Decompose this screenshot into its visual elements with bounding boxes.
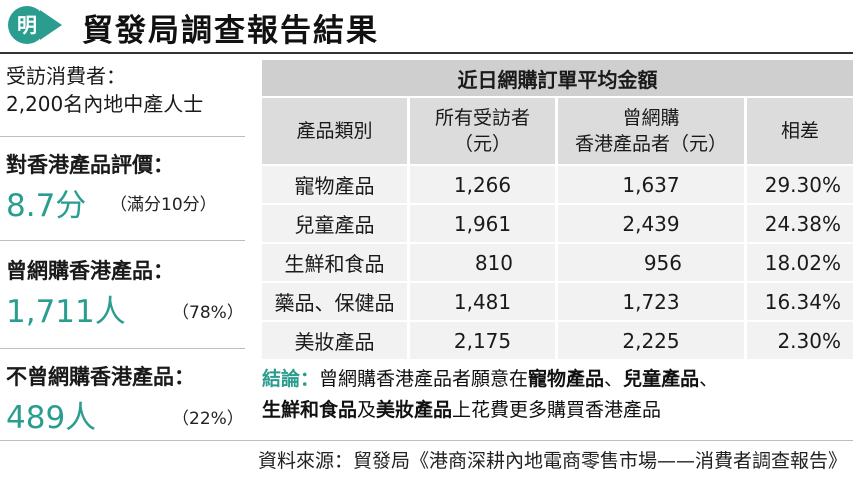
cell-hk: 956 (558, 242, 747, 281)
page-title: 貿發局調查報告結果 (82, 13, 379, 49)
not-bought-value: 489人 (6, 400, 97, 436)
bought-pct: （78%） (172, 303, 244, 323)
respondents-value: 2,200名內地中產人士 (6, 92, 204, 116)
header-all: 所有受訪者 （元） (410, 96, 558, 164)
table-row: 藥品、保健品 1,481 1,723 16.34% (262, 281, 853, 320)
rating-label: 對香港產品評價： (6, 153, 174, 177)
order-table: 近日網購訂單平均金額 產品類別 所有受訪者 （元） 曾網購 香港產品者（元） 相… (262, 60, 853, 359)
conclusion-text: 曾網購香港產品者願意在 (319, 368, 529, 390)
header: 明 貿發局調查報告結果 (0, 0, 853, 50)
summary-panel: 受訪消費者： 2,200名內地中產人士 對香港產品評價： 8.7分 （滿分10分… (0, 56, 246, 436)
bought-label: 曾網購香港產品： (6, 259, 174, 283)
footer-divider (0, 440, 853, 441)
conclusion-highlight: 寵物產品 (528, 368, 605, 390)
rating-block: 對香港產品評價： 8.7分 （滿分10分） (6, 150, 246, 224)
divider (0, 240, 245, 241)
table-row: 美妝產品 2,175 2,225 2.30% (262, 320, 853, 359)
header-diff: 相差 (747, 96, 853, 164)
cell-hk: 1,637 (558, 164, 747, 203)
cell-category: 藥品、保健品 (262, 281, 410, 320)
header-hk-line1: 曾網購 (622, 107, 680, 129)
source-note: 資料來源：貿發局《港商深耕內地電商零售市場——消費者調查報告》 (257, 450, 847, 472)
conclusion-sep: 、 (604, 368, 624, 390)
table-header-row: 產品類別 所有受訪者 （元） 曾網購 香港產品者（元） 相差 (262, 96, 853, 164)
header-divider (0, 52, 853, 54)
not-bought-pct: （22%） (172, 409, 244, 429)
cell-diff: 2.30% (747, 320, 853, 359)
conclusion-text: 及 (357, 399, 377, 421)
header-all-line2: （元） (453, 133, 511, 155)
conclusion-label: 結論： (262, 368, 320, 390)
bought-value: 1,711人 (6, 294, 126, 330)
cell-diff: 16.34% (747, 281, 853, 320)
not-bought-label: 不曾網購香港產品： (6, 365, 195, 389)
respondents-block: 受訪消費者： 2,200名內地中產人士 (6, 62, 246, 118)
cell-hk: 1,723 (558, 281, 747, 320)
cell-category: 兒童產品 (262, 203, 410, 242)
table-row: 生鮮和食品 810 956 18.02% (262, 242, 853, 281)
logo: 明 (8, 6, 46, 44)
table-title: 近日網購訂單平均金額 (262, 60, 853, 96)
cell-all: 1,481 (410, 281, 558, 320)
conclusion-highlight: 生鮮和食品 (262, 399, 358, 421)
cell-category: 寵物產品 (262, 164, 410, 203)
rating-note: （滿分10分） (110, 195, 217, 215)
cell-diff: 24.38% (747, 203, 853, 242)
header-hk: 曾網購 香港產品者（元） (558, 96, 747, 164)
table-row: 寵物產品 1,266 1,637 29.30% (262, 164, 853, 203)
table-row: 兒童產品 1,961 2,439 24.38% (262, 203, 853, 242)
cell-hk: 2,225 (558, 320, 747, 359)
cell-category: 生鮮和食品 (262, 242, 410, 281)
cell-diff: 29.30% (747, 164, 853, 203)
cell-diff: 18.02% (747, 242, 853, 281)
conclusion-highlight: 兒童產品 (623, 368, 700, 390)
data-table: 近日網購訂單平均金額 產品類別 所有受訪者 （元） 曾網購 香港產品者（元） 相… (262, 60, 853, 359)
conclusion-highlight: 美妝產品 (376, 399, 453, 421)
rating-value: 8.7分 (6, 188, 87, 224)
bought-block: 曾網購香港產品： 1,711人 （78%） (6, 256, 246, 330)
conclusion-sep: 、 (699, 368, 719, 390)
cell-all: 810 (410, 242, 558, 281)
not-bought-block: 不曾網購香港產品： 489人 （22%） (6, 362, 246, 436)
cell-hk: 2,439 (558, 203, 747, 242)
header-all-line1: 所有受訪者 (434, 107, 530, 129)
header-category: 產品類別 (262, 96, 410, 164)
divider (0, 348, 245, 349)
conclusion: 結論：曾網購香港產品者願意在寵物產品、兒童產品、 生鮮和食品及美妝產品上花費更多購… (262, 364, 853, 434)
logo-arrow-icon (40, 10, 62, 40)
cell-all: 1,961 (410, 203, 558, 242)
cell-all: 1,266 (410, 164, 558, 203)
cell-category: 美妝產品 (262, 320, 410, 359)
divider (0, 136, 245, 137)
conclusion-text: 上花費更多購買香港產品 (452, 399, 662, 421)
header-hk-line2: 香港產品者（元） (574, 133, 727, 155)
respondents-label: 受訪消費者： (6, 64, 126, 88)
cell-all: 2,175 (410, 320, 558, 359)
